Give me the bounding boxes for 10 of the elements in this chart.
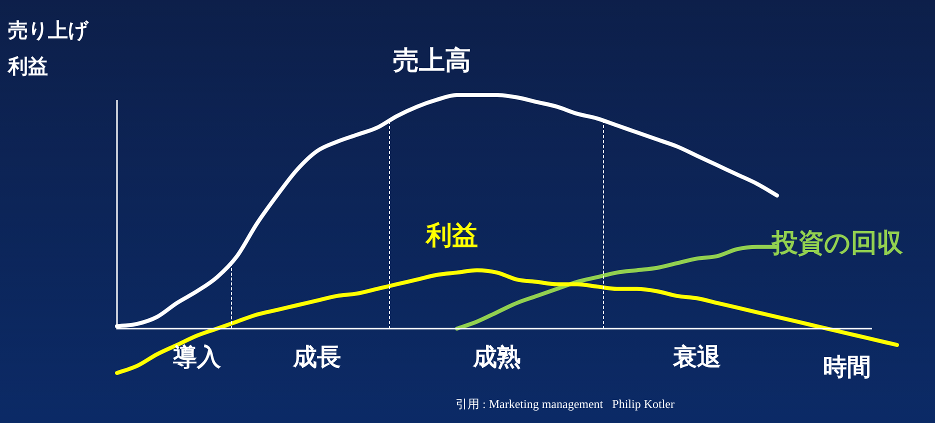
x-tick-label: 導入: [172, 342, 222, 371]
x-tick-label: 成長: [292, 342, 341, 371]
series-label: 売上高: [393, 46, 471, 76]
series-label: 利益: [425, 220, 478, 251]
x-tick-label: 成熟: [472, 342, 521, 371]
x-tick-label: 衰退: [672, 342, 721, 371]
y-axis-title: 売り上げ利益: [7, 18, 89, 78]
x-axis-title: 時間: [823, 352, 871, 381]
text: 引用 : Marketing management Philip Kotler: [456, 397, 674, 412]
series-label: 投資の回収: [771, 228, 904, 259]
